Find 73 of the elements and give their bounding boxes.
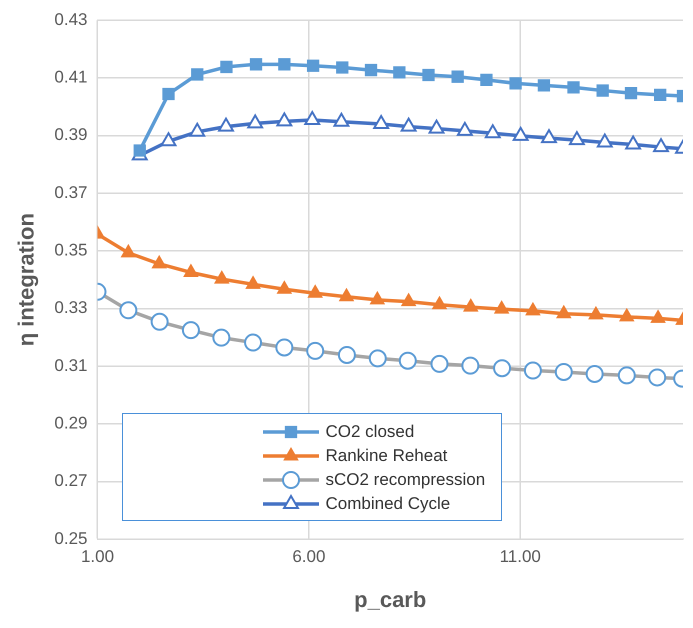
x-tick-label: 6.00 bbox=[292, 547, 326, 566]
point bbox=[247, 114, 264, 128]
point bbox=[568, 131, 585, 146]
legend-label: CO2 closed bbox=[325, 422, 414, 442]
point bbox=[653, 138, 669, 152]
point bbox=[160, 132, 176, 146]
point bbox=[338, 346, 356, 364]
point bbox=[461, 356, 480, 375]
point bbox=[308, 284, 323, 298]
y-tick-label: 0.31 bbox=[54, 356, 88, 375]
point bbox=[401, 293, 416, 306]
point bbox=[218, 118, 234, 132]
point bbox=[370, 291, 385, 304]
point bbox=[400, 118, 417, 132]
point bbox=[596, 133, 613, 148]
x-axis-title: p_carb bbox=[354, 586, 426, 612]
point bbox=[276, 112, 292, 126]
y-tick-label: 0.39 bbox=[54, 125, 88, 144]
point bbox=[244, 334, 262, 352]
legend-label: Rankine Reheat bbox=[325, 446, 448, 466]
point bbox=[554, 362, 573, 381]
point bbox=[586, 364, 604, 383]
point bbox=[428, 120, 444, 134]
point bbox=[618, 366, 636, 384]
point bbox=[619, 308, 634, 322]
legend-label: sCO2 recompression bbox=[325, 470, 486, 490]
point bbox=[275, 338, 294, 356]
point bbox=[246, 276, 260, 289]
point bbox=[373, 115, 390, 129]
point bbox=[524, 362, 542, 380]
point bbox=[339, 288, 354, 302]
y-tick-label: 0.27 bbox=[54, 471, 88, 490]
point bbox=[183, 264, 198, 277]
x-tick-label: 1.00 bbox=[80, 547, 114, 566]
y-tick-label: 0.29 bbox=[54, 414, 88, 433]
point bbox=[398, 352, 417, 370]
point bbox=[119, 301, 138, 320]
point bbox=[484, 124, 501, 138]
y-tick-label: 0.43 bbox=[54, 10, 88, 29]
point bbox=[625, 135, 642, 150]
y-tick-label: 0.25 bbox=[54, 528, 88, 548]
point bbox=[120, 244, 136, 258]
point bbox=[150, 312, 169, 331]
point bbox=[493, 359, 512, 378]
point bbox=[276, 280, 292, 294]
point bbox=[189, 122, 206, 137]
point bbox=[182, 321, 200, 340]
point bbox=[541, 129, 557, 144]
y-tick-label: 0.41 bbox=[54, 68, 88, 87]
point bbox=[494, 300, 510, 314]
point bbox=[648, 368, 666, 386]
point bbox=[214, 270, 230, 284]
y-tick-label: 0.37 bbox=[54, 182, 88, 202]
point bbox=[430, 354, 448, 373]
point bbox=[525, 302, 540, 316]
point bbox=[152, 255, 167, 268]
point bbox=[588, 306, 604, 320]
point bbox=[463, 298, 478, 312]
point bbox=[456, 122, 473, 136]
legend-label: Combined Cycle bbox=[325, 494, 450, 514]
point bbox=[432, 296, 447, 310]
y-axis-title: η integration bbox=[13, 213, 38, 346]
x-tick-label: 11.00 bbox=[500, 547, 541, 566]
point bbox=[306, 342, 324, 360]
point bbox=[333, 112, 350, 127]
point bbox=[650, 310, 666, 323]
point bbox=[304, 110, 320, 125]
point bbox=[556, 305, 572, 318]
point bbox=[512, 126, 529, 141]
point bbox=[368, 349, 387, 368]
y-tick-label: 0.35 bbox=[54, 240, 88, 260]
point bbox=[212, 328, 230, 347]
y-tick-label: 0.33 bbox=[54, 298, 88, 318]
